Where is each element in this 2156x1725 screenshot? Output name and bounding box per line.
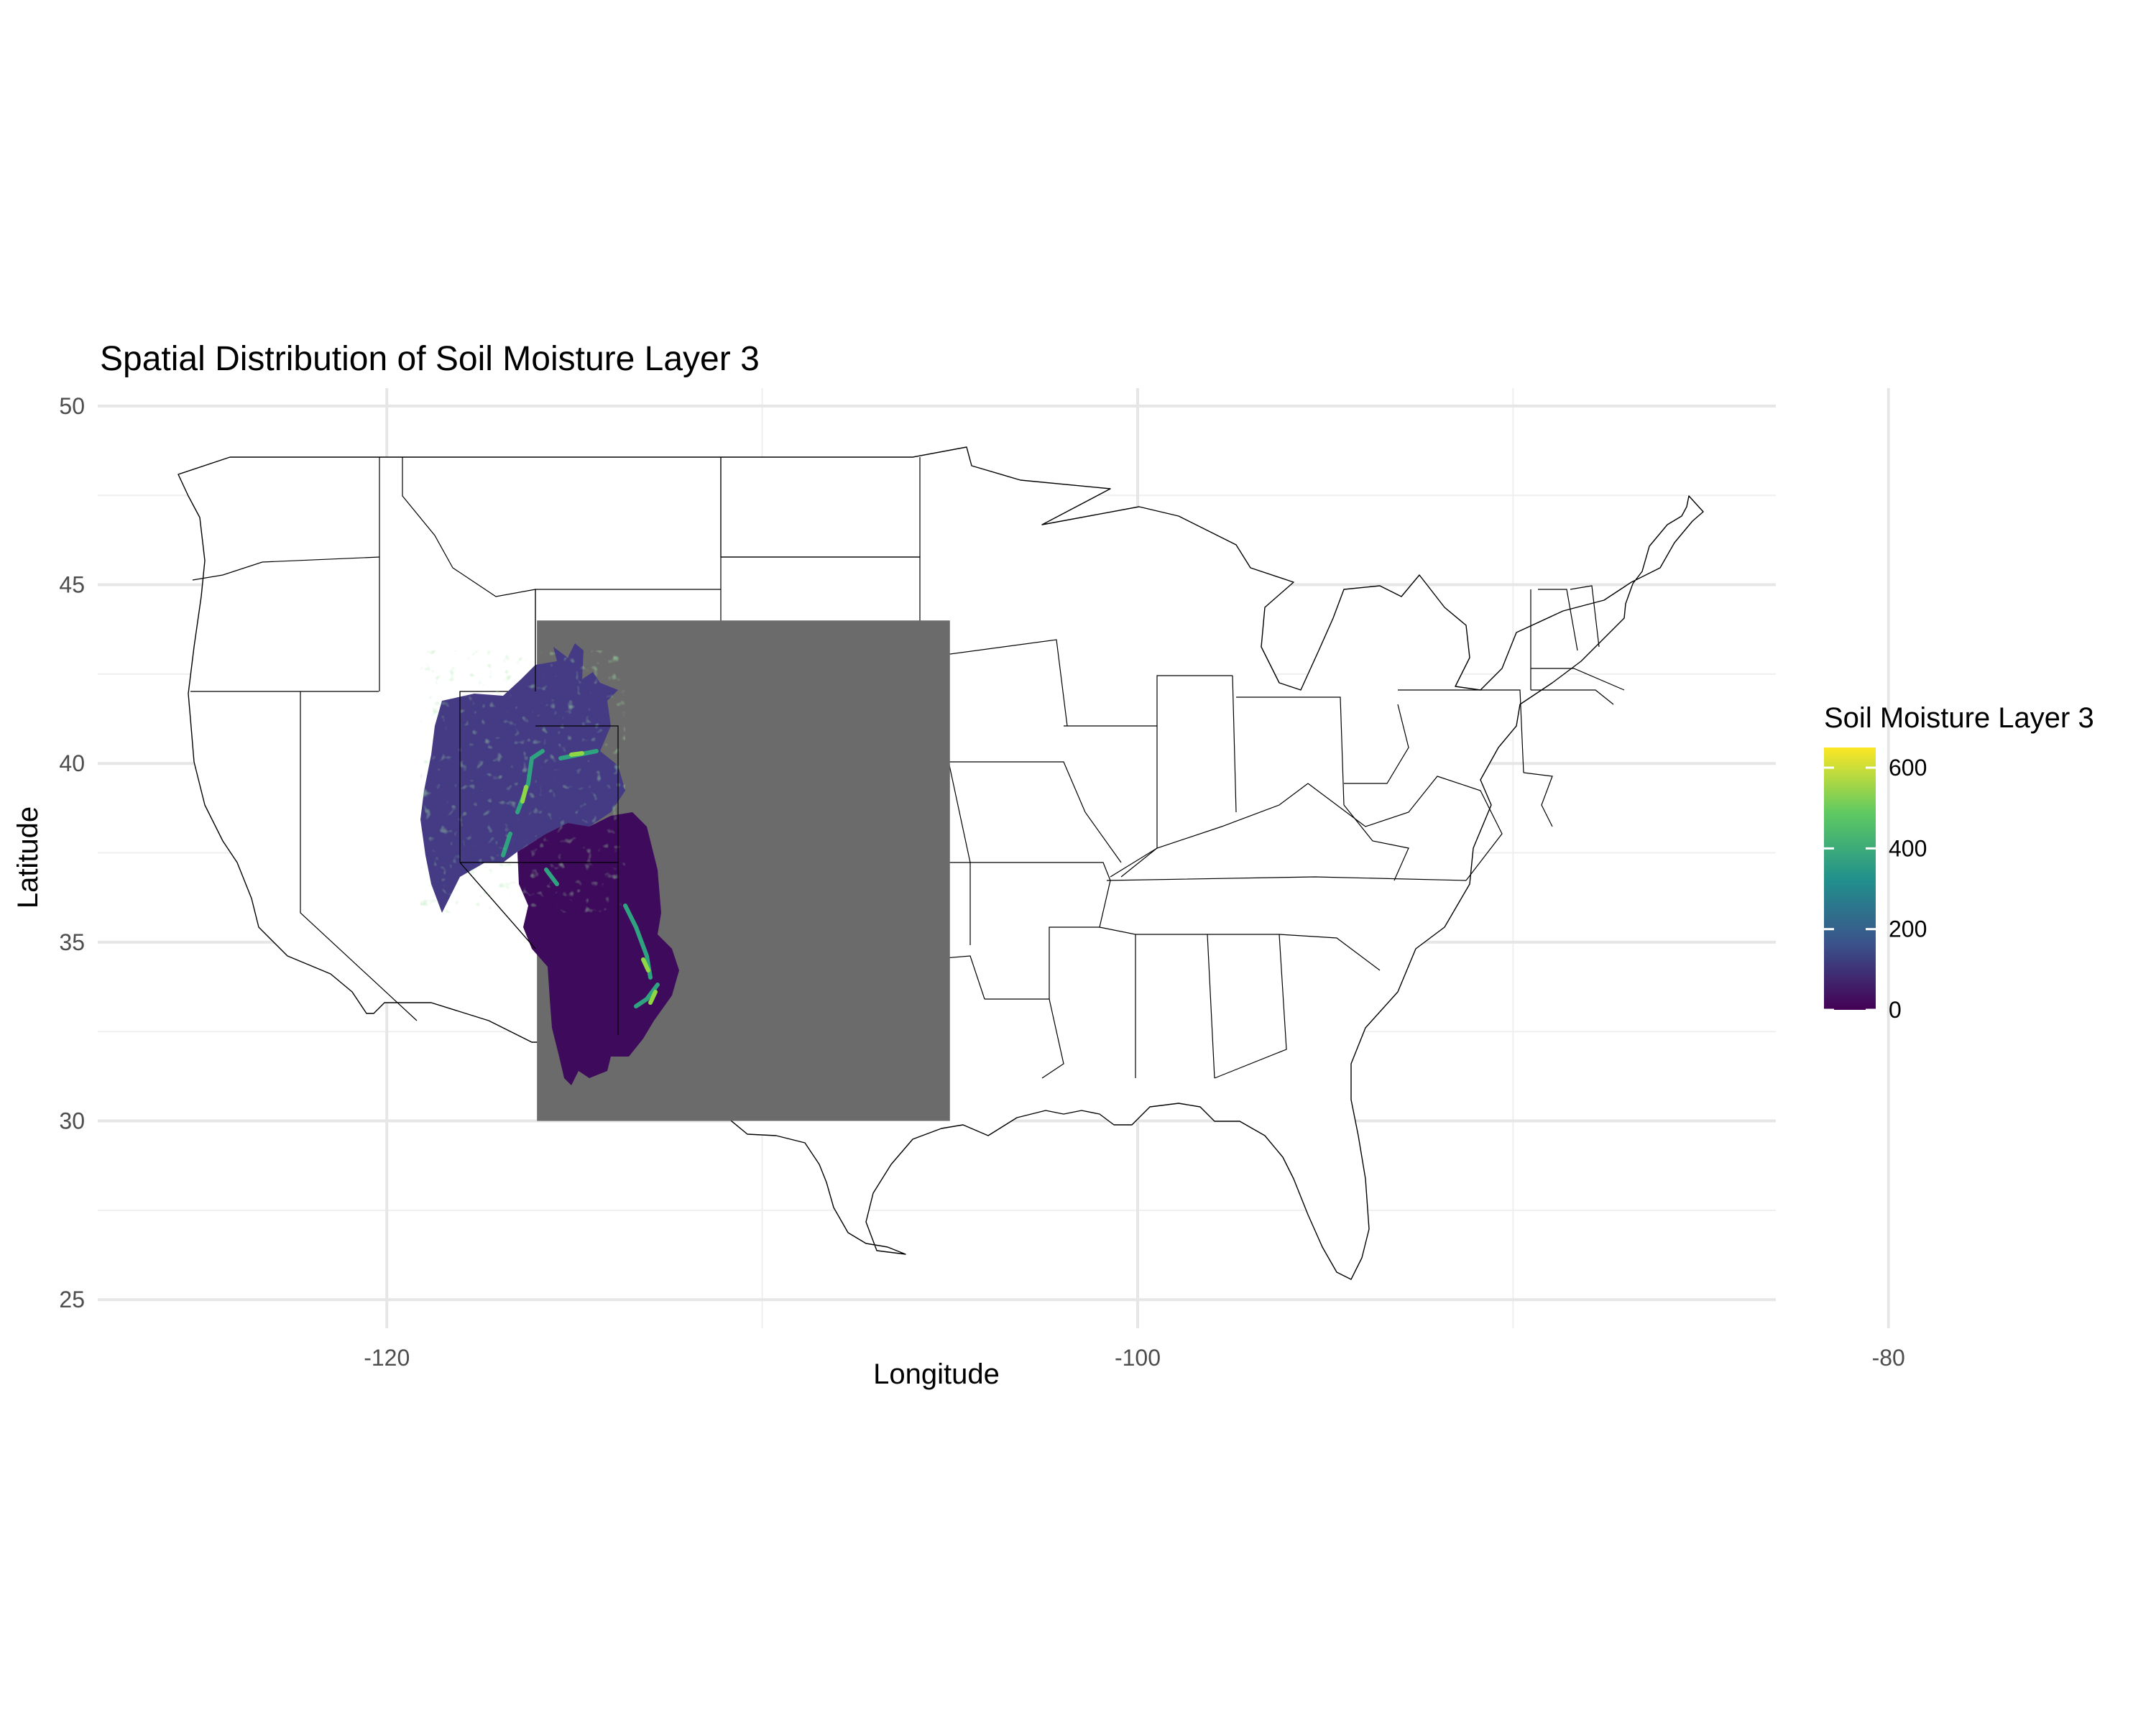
y-axis-title: Latitude (12, 806, 44, 908)
y-tick-label: 25 (59, 1287, 85, 1312)
y-tick-label: 35 (59, 929, 85, 955)
legend: Soil Moisture Layer 3 0 200 400 600 (1824, 702, 2094, 1023)
y-tick-label: 40 (59, 750, 85, 776)
colorbar-tick-label: 200 (1889, 916, 1927, 942)
colorbar-tick-label: 600 (1889, 755, 1927, 781)
x-tick-label: -120 (364, 1345, 410, 1371)
x-tick-label: -100 (1115, 1345, 1161, 1371)
y-tick-label: 30 (59, 1108, 85, 1134)
soil-moisture-raster (420, 589, 950, 1121)
plot-panel: -120 -100 -80 25 30 35 40 45 50 (59, 388, 1905, 1371)
colorbar (1824, 748, 1876, 1010)
y-tick-label: 50 (59, 393, 85, 419)
y-axis-ticks: 25 30 35 40 45 50 (59, 393, 85, 1312)
colorbar-ticks: 0 200 400 600 (1824, 755, 1927, 1023)
basin-speckle (420, 650, 625, 913)
raster-state-lines (459, 589, 619, 1035)
chart-title: Spatial Distribution of Soil Moisture La… (100, 340, 760, 378)
x-tick-label: -80 (1872, 1345, 1905, 1371)
x-axis-title: Longitude (873, 1358, 1000, 1390)
state-boundaries (190, 457, 1625, 1079)
x-axis-ticks: -120 -100 -80 (364, 1345, 1905, 1371)
colorbar-tick-label: 400 (1889, 835, 1927, 861)
basin-lower (517, 812, 679, 1085)
y-tick-label: 45 (59, 572, 85, 598)
legend-title: Soil Moisture Layer 3 (1824, 702, 2094, 734)
colorbar-tick-label: 0 (1889, 997, 1902, 1023)
